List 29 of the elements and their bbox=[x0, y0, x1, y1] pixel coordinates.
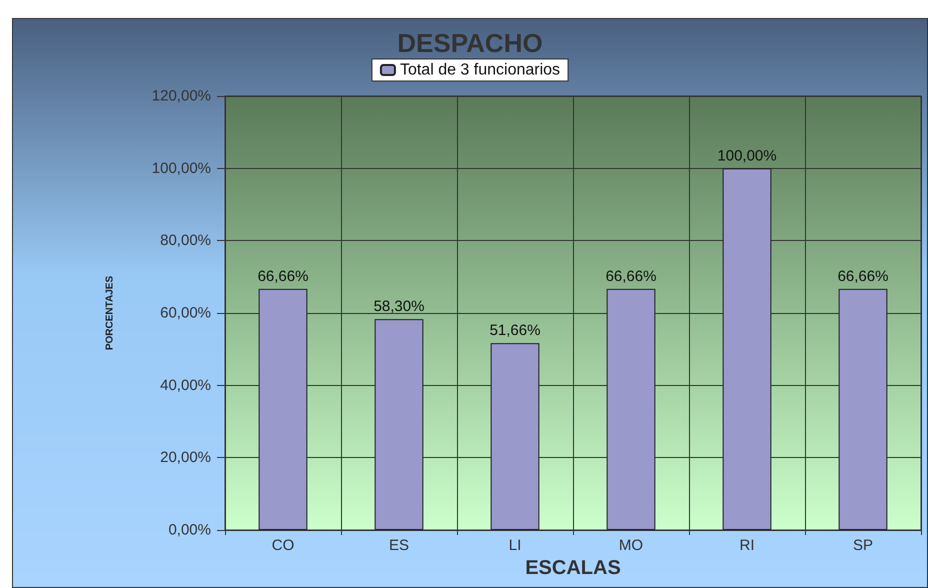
data-label: 100,00% bbox=[717, 147, 777, 164]
y-tick-label: 20,00% bbox=[160, 449, 211, 466]
data-label: 66,66% bbox=[258, 268, 308, 285]
bar bbox=[374, 319, 424, 530]
y-axis-title: PORCENTAJES bbox=[104, 276, 116, 350]
data-label: 51,66% bbox=[490, 322, 540, 340]
x-tick-label: LI bbox=[508, 537, 522, 554]
bar bbox=[258, 288, 308, 530]
bar bbox=[606, 288, 656, 530]
x-axis-title: ESCALAS bbox=[525, 556, 621, 579]
y-tick-label: 80,00% bbox=[160, 232, 211, 250]
x-tick-label: SP bbox=[852, 537, 874, 554]
data-label: 66,66% bbox=[606, 268, 656, 285]
y-tick-label: 100,00% bbox=[152, 160, 211, 177]
data-label: 58,30% bbox=[374, 298, 424, 316]
y-tick-label: 60,00% bbox=[160, 304, 211, 322]
bar bbox=[490, 343, 540, 530]
bar bbox=[722, 168, 772, 530]
chart-title: DESPACHO bbox=[397, 28, 543, 58]
y-tick-label: 0,00% bbox=[168, 522, 211, 538]
y-tick-label: 120,00% bbox=[152, 88, 211, 104]
x-tick-label: RI bbox=[740, 537, 754, 554]
x-tick-label: MO bbox=[618, 537, 644, 554]
data-label: 66,66% bbox=[838, 268, 888, 285]
bar bbox=[838, 288, 888, 530]
x-tick-label: CO bbox=[272, 537, 294, 554]
legend-label: Total de 3 funcionarios bbox=[400, 62, 560, 78]
y-tick-label: 40,00% bbox=[160, 376, 211, 394]
x-tick-label: ES bbox=[388, 537, 410, 554]
